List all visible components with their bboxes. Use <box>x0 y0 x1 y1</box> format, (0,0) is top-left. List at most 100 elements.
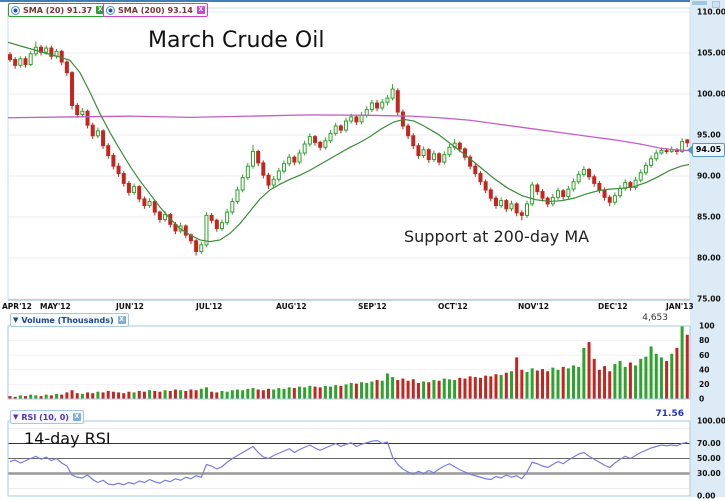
candle-body <box>23 58 28 65</box>
candle-body <box>514 203 519 214</box>
volume-bar <box>603 366 607 399</box>
volume-bar <box>80 393 84 399</box>
chevron-down-icon[interactable]: ▼ <box>13 316 19 324</box>
price-axis-label: 80.00 <box>697 254 721 263</box>
volume-bar <box>70 390 74 399</box>
volume-bar <box>96 391 100 399</box>
volume-bar <box>406 380 410 399</box>
candle-body <box>483 181 488 191</box>
volume-bar <box>489 376 493 399</box>
candle-body <box>106 145 111 157</box>
candle-body <box>473 165 478 175</box>
volume-bar <box>261 390 265 399</box>
volume-axis-label: 80 <box>699 336 709 345</box>
candle-body <box>633 179 638 188</box>
chevron-down-icon[interactable]: ▼ <box>13 413 19 421</box>
volume-bar <box>556 369 560 399</box>
volume-bar <box>680 326 684 399</box>
candle-body <box>75 104 80 116</box>
radio-icon[interactable] <box>106 5 115 15</box>
volume-bar <box>644 356 648 399</box>
volume-bar <box>473 377 477 399</box>
candle-body <box>406 125 411 137</box>
x-axis-label: NOV'12 <box>518 302 549 311</box>
volume-bar <box>494 374 498 399</box>
volume-bar <box>303 387 307 399</box>
volume-bar <box>127 391 131 399</box>
candle-body <box>649 158 654 166</box>
close-icon[interactable]: X <box>72 413 81 421</box>
volume-bar <box>670 353 674 399</box>
volume-bar <box>520 369 524 399</box>
rsi-panel-chip[interactable]: ▼ RSI (10, 0) X <box>10 410 84 424</box>
candle-body <box>64 61 69 74</box>
candle-body <box>468 156 473 167</box>
candle-body <box>442 154 447 163</box>
legend-chip-sma20[interactable]: SMA (20) 91.37 X <box>8 3 108 17</box>
candle-body <box>163 214 168 220</box>
candle-body <box>369 102 374 111</box>
volume-bar <box>360 382 364 399</box>
axis-scrollbar-thumb[interactable] <box>692 1 707 5</box>
volume-bar <box>613 363 617 399</box>
candle-body <box>664 150 669 153</box>
x-axis-label: OCT'12 <box>438 302 468 311</box>
volume-bar <box>628 362 632 399</box>
volume-bar <box>267 388 270 399</box>
volume-bar <box>665 361 669 399</box>
window-top-border <box>0 0 725 2</box>
close-icon[interactable]: X <box>117 316 126 324</box>
x-axis-label: SEP'12 <box>358 302 387 311</box>
axis-corner-icon[interactable] <box>712 1 720 8</box>
legend-sma20-label: SMA (20) 91.37 <box>23 5 93 15</box>
volume-bar <box>582 347 586 399</box>
volume-bar <box>122 393 126 399</box>
candle-body <box>685 139 690 144</box>
volume-bar <box>106 390 110 399</box>
volume-panel-chip[interactable]: ▼ Volume (Thousands) X <box>10 313 129 327</box>
candle-body <box>540 191 545 199</box>
close-icon[interactable]: X <box>196 6 205 14</box>
candle-body <box>519 212 524 216</box>
candle-body <box>654 152 659 160</box>
volume-bar <box>137 390 141 399</box>
radio-icon[interactable] <box>11 5 20 15</box>
candle-body <box>561 190 566 197</box>
volume-bar <box>639 358 643 399</box>
rsi-axis-label: 0.00 <box>697 492 716 501</box>
volume-bar <box>287 387 291 399</box>
volume-bar <box>215 392 219 399</box>
volume-bar <box>24 396 28 399</box>
candle-body <box>478 173 483 183</box>
legend-chip-sma200[interactable]: SMA (200) 93.14 X <box>103 3 208 17</box>
rsi-line <box>9 439 688 486</box>
candle-body <box>607 196 612 203</box>
volume-bar <box>34 395 38 399</box>
volume-bar <box>396 380 400 399</box>
price-axis-label: 95.00 <box>697 131 721 140</box>
volume-bar <box>427 382 431 399</box>
volume-bar <box>272 389 276 399</box>
volume-bar <box>117 392 121 399</box>
volume-bar <box>380 380 384 399</box>
volume-bar <box>509 371 513 399</box>
volume-panel-label: Volume (Thousands) <box>21 315 114 325</box>
candle-body <box>328 132 333 142</box>
candle-body <box>245 165 250 179</box>
close-icon[interactable]: X <box>96 6 105 14</box>
x-axis-label: JAN'13 <box>665 302 694 311</box>
candle-body <box>137 186 142 200</box>
volume-bar <box>189 389 193 399</box>
volume-bar <box>277 388 281 399</box>
candle-body <box>535 184 540 193</box>
volume-bar <box>401 378 405 399</box>
candle-body <box>338 125 343 131</box>
volume-bar <box>530 368 534 399</box>
candle-body <box>504 200 509 210</box>
volume-bar <box>422 381 426 399</box>
volume-bar <box>478 377 482 399</box>
candle-body <box>592 176 597 184</box>
candle-body <box>354 116 359 123</box>
volume-bar <box>179 390 183 399</box>
